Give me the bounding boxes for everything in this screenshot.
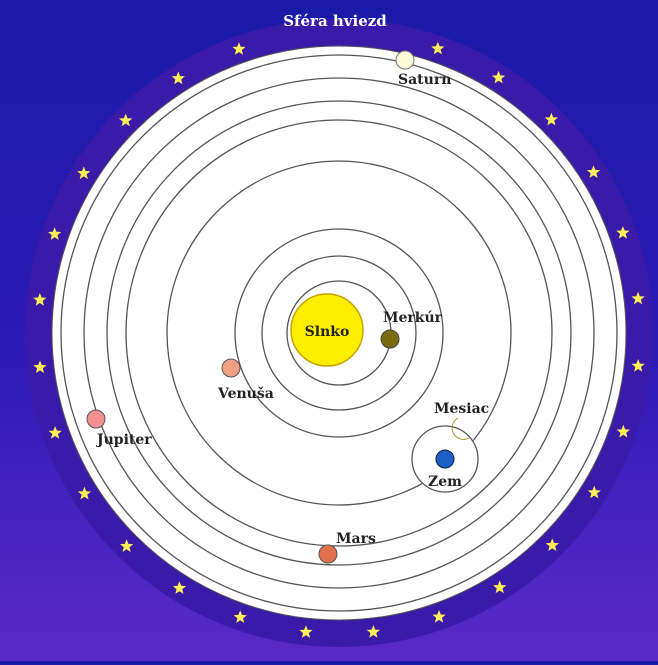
jupiter-icon [86, 409, 106, 429]
star-icon [232, 42, 246, 55]
jupiter-label: Jupiter [95, 432, 152, 448]
star-icon [120, 539, 134, 552]
sun-label: Slnko [305, 324, 350, 340]
saturn-label: Saturn [398, 72, 451, 88]
saturn-icon [395, 50, 415, 70]
zem-label: Zem [428, 474, 462, 490]
crescent-moon-icon [451, 417, 470, 440]
star-icon [493, 580, 507, 594]
star-icon [366, 625, 380, 638]
merkur-icon [380, 329, 400, 349]
star-icon [432, 609, 446, 623]
star-sphere-label: Sféra hviezd [283, 12, 387, 30]
star-icon [631, 359, 645, 372]
star-icon [545, 538, 559, 551]
star-icon [119, 113, 133, 127]
orbit-sun-outer [234, 228, 444, 438]
mars-label: Mars [336, 531, 376, 547]
star-icon [431, 41, 445, 55]
star-icon [587, 485, 601, 499]
star-icon [586, 165, 601, 178]
star-icon [48, 426, 62, 439]
star-icon [299, 625, 313, 638]
star-icon [77, 486, 92, 500]
orbit-jupiter [83, 77, 595, 589]
star-icon [171, 71, 185, 85]
mesiac-label: Mesiac [434, 401, 489, 417]
star-icon [33, 293, 47, 306]
star-sphere-stars [33, 41, 645, 638]
star-icon [616, 226, 630, 239]
orbit-line [106, 100, 572, 566]
star-icon [48, 227, 62, 240]
star-icon [172, 581, 187, 594]
merkur-label: Merkúr [383, 310, 443, 326]
orbit-mars [125, 119, 553, 547]
sun-icon [290, 293, 364, 367]
star-icon [77, 166, 91, 180]
star-icon [616, 424, 630, 438]
venusa-icon [221, 358, 241, 378]
star-icon [491, 70, 506, 84]
orbit-sun-inner [261, 255, 417, 411]
orbit-zem [166, 160, 512, 506]
zem-icon [435, 449, 455, 469]
orbit-saturn [60, 54, 618, 612]
venusa-label: Venuša [217, 386, 274, 402]
mars-icon [318, 544, 338, 564]
star-icon [33, 360, 47, 373]
star-icon [631, 291, 645, 305]
star-icon [233, 610, 247, 623]
star-icon [544, 112, 558, 126]
